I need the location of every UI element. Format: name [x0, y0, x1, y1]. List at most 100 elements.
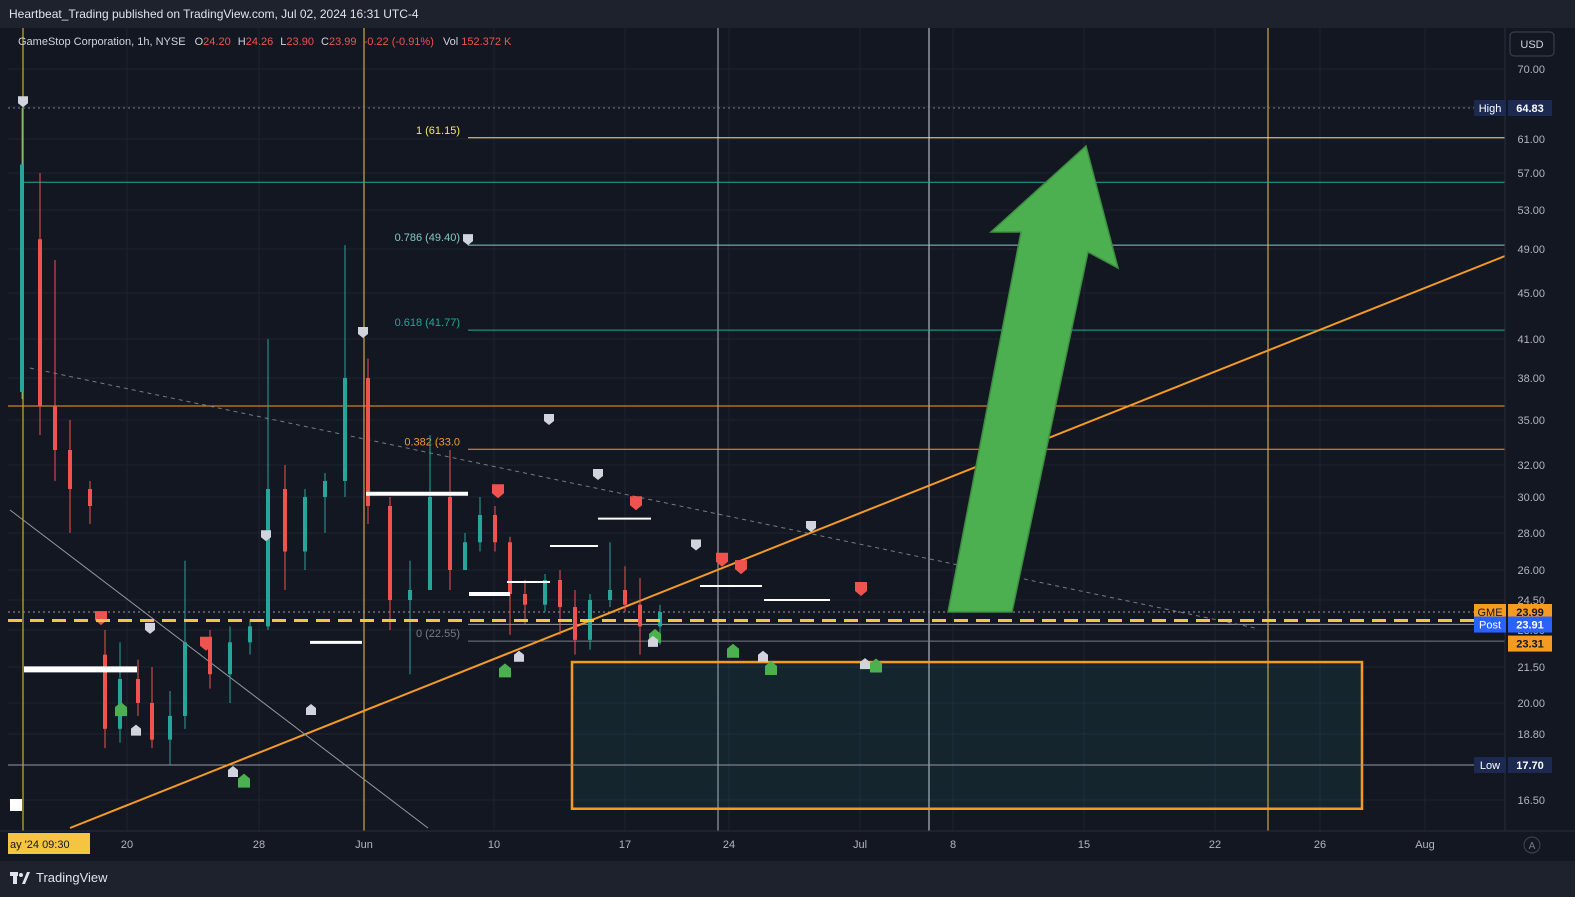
price-axis-bg [1505, 28, 1575, 861]
candle-body [103, 654, 107, 729]
candle-body [428, 497, 432, 590]
pivot-high-marker [691, 539, 701, 551]
chart-area[interactable]: 1 (61.15) 0.786 (49.40) 0.618 (41.77) 0.382… [0, 28, 1575, 861]
fib-label: 1 (61.15) [416, 125, 460, 137]
price-value-tag [1508, 757, 1552, 773]
time-badge-label: ay '24 09:30 [10, 839, 70, 851]
candle-body [208, 642, 212, 675]
candle-body [493, 515, 497, 543]
horizontal-levels [8, 107, 1505, 766]
tradingview-logo[interactable]: TradingView [10, 870, 108, 885]
demand-zone[interactable] [570, 660, 1364, 810]
price-name-tag [1474, 616, 1506, 633]
pivot-low-marker [131, 724, 141, 736]
pivot-high-marker [18, 96, 28, 108]
pivot-low-marker [306, 704, 316, 715]
pivot-low-marker [228, 766, 238, 777]
candle-body [303, 497, 307, 552]
pivot-high-marker [358, 327, 368, 338]
price-name: GME [1477, 607, 1502, 619]
price-value-tag [1508, 635, 1552, 652]
pivot-low-marker [758, 650, 768, 662]
price-chart[interactable]: 1 (61.15) 0.786 (49.40) 0.618 (41.77) 0.382… [0, 28, 1575, 861]
candle-body [283, 489, 287, 552]
candle-body [448, 497, 452, 570]
time-tick-label: 22 [1209, 839, 1221, 851]
fib-label: 0.382 (33.0 [404, 436, 460, 448]
buy-signal-marker [238, 773, 250, 788]
candle-body [608, 590, 612, 600]
ascending-trendline[interactable] [69, 255, 1506, 829]
candle-body [53, 406, 57, 450]
candle-body [623, 590, 627, 605]
time-tick-label: 15 [1078, 839, 1090, 851]
buy-signal-marker [765, 661, 777, 675]
target-arrow[interactable] [947, 144, 1120, 613]
buy-signal-marker [499, 663, 511, 678]
price-tick-label: 57.00 [1517, 168, 1545, 180]
price-value: 23.99 [1516, 607, 1544, 619]
fib-label: 0.618 (41.77) [395, 317, 460, 329]
candles [20, 108, 662, 765]
published-info: Heartbeat_Trading published on TradingVi… [9, 7, 419, 21]
pivot-high-marker [261, 530, 271, 542]
price-name: High [1479, 103, 1502, 115]
price-value-tag [1508, 616, 1552, 633]
currency-button[interactable]: USD [1509, 31, 1555, 57]
candle-body [20, 164, 24, 392]
candle-body [228, 642, 232, 675]
candle-body [463, 542, 467, 570]
candle-body [408, 590, 412, 600]
time-tick-label: 17 [619, 839, 631, 851]
pivot-high-marker [593, 469, 603, 480]
tradingview-icon [10, 871, 30, 884]
descending-trendline[interactable] [9, 509, 429, 829]
buy-signal-marker [727, 643, 739, 658]
candle-body [323, 481, 327, 497]
price-tick-label: 53.00 [1517, 205, 1545, 217]
auto-scale-button[interactable]: A [1523, 836, 1541, 854]
time-tick-label: 10 [488, 839, 500, 851]
ohlc-legend: GameStop Corporation, 1h, NYSE O24.20 H2… [18, 36, 512, 48]
price-tick-label: 18.80 [1517, 729, 1545, 741]
currency-label: USD [1520, 39, 1543, 51]
time-tick-label: Aug [1415, 839, 1435, 851]
price-tick-label: 30.00 [1517, 492, 1545, 504]
candle-body [558, 580, 562, 608]
pivot-high-marker [544, 414, 554, 425]
price-tick-label: 38.00 [1517, 373, 1545, 385]
candle-body [68, 450, 72, 489]
time-axis[interactable]: 20 28 Jun 10 17 24 Jul 8 15 22 26 Aug [0, 830, 1575, 851]
price-tick-label: 16.50 [1517, 795, 1545, 807]
candle-body [543, 580, 547, 605]
fib-label: 0.786 (49.40) [395, 232, 460, 244]
candle-body [150, 703, 154, 740]
price-tick-label: 28.00 [1517, 528, 1545, 540]
footer-bar: TradingView [0, 861, 1575, 897]
publisher-bar: Heartbeat_Trading published on TradingVi… [0, 0, 1575, 28]
candle-body [573, 607, 577, 640]
candle-body [183, 642, 187, 716]
sell-signal-marker [735, 560, 747, 575]
candle-body [266, 489, 270, 627]
price-value: 23.91 [1516, 620, 1544, 632]
pivot-low-marker [648, 635, 658, 647]
vertical-markers [22, 28, 1269, 831]
price-name-tag [1474, 757, 1506, 773]
brand-label: TradingView [36, 870, 108, 885]
time-tick-label: Jul [853, 839, 867, 851]
candle-body [168, 715, 172, 740]
dashed-trendline[interactable] [29, 367, 1256, 629]
price-value: 17.70 [1516, 760, 1544, 772]
price-value-tag [1508, 100, 1552, 116]
pivot-low-marker [514, 650, 524, 662]
pivot-high-marker [806, 521, 816, 532]
candle-body [478, 515, 482, 543]
price-tick-label: 49.00 [1517, 244, 1545, 256]
pivot-high-marker [145, 622, 155, 634]
price-value: 64.83 [1516, 103, 1544, 115]
candle-body [343, 378, 347, 481]
price-axis[interactable]: 70.0065.0061.0057.0053.0049.0045.0041.00… [1504, 28, 1575, 861]
sell-signal-marker [855, 582, 867, 596]
candle-body [88, 489, 92, 506]
